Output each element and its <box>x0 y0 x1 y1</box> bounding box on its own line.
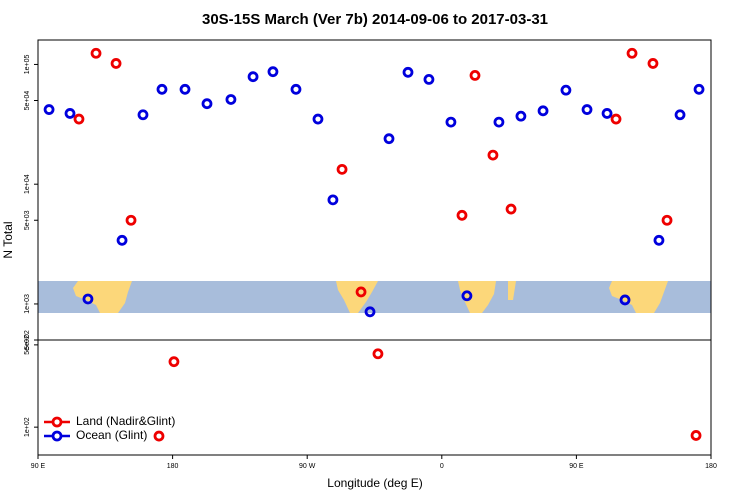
point <box>43 104 55 115</box>
land <box>73 281 132 313</box>
earth-map <box>38 281 711 313</box>
point <box>383 133 395 145</box>
point <box>225 94 237 105</box>
y-tick-label: 1e+04 <box>24 174 31 194</box>
point <box>653 234 665 246</box>
land <box>508 281 516 300</box>
land <box>609 281 668 313</box>
point <box>312 113 324 125</box>
point <box>461 290 473 302</box>
point <box>156 83 168 95</box>
point <box>137 109 149 121</box>
point <box>125 214 137 226</box>
point <box>168 356 180 368</box>
point <box>290 83 302 95</box>
point <box>674 109 686 121</box>
x-tick-label: 90 W <box>299 463 316 470</box>
point <box>693 83 705 95</box>
y-tick-label: 5e+04 <box>24 91 31 111</box>
point <box>247 71 259 83</box>
point <box>619 294 631 306</box>
point <box>327 194 339 206</box>
y-tick-label: 5e+02 <box>24 330 31 350</box>
point <box>445 116 457 128</box>
y-tick-label: 1e+05 <box>24 55 31 75</box>
point <box>610 113 622 125</box>
legend-label: Land (Nadir&Glint) <box>76 414 175 428</box>
point <box>267 66 279 78</box>
point <box>153 430 165 442</box>
legend-label: Ocean (Glint) <box>76 428 147 442</box>
point <box>537 105 549 117</box>
point <box>110 58 122 69</box>
y-tick-label: 5e+03 <box>24 210 31 230</box>
point <box>515 110 527 122</box>
point <box>336 163 348 175</box>
x-tick-label: 180 <box>167 463 179 470</box>
y-tick-label: 1e+03 <box>24 294 31 314</box>
land <box>458 281 496 313</box>
point <box>201 98 213 110</box>
point <box>64 108 76 119</box>
point <box>355 286 367 298</box>
point <box>469 70 481 81</box>
legend-marker <box>51 430 63 442</box>
point <box>456 209 468 221</box>
point <box>690 430 702 441</box>
x-tick-label: 0 <box>440 463 444 470</box>
point <box>402 66 414 78</box>
point <box>82 293 94 305</box>
point <box>581 104 593 115</box>
point <box>661 214 673 226</box>
point <box>647 58 659 69</box>
x-tick-label: 90 E <box>31 463 46 470</box>
point <box>372 348 384 360</box>
y-tick-label: 5e+02 <box>24 335 31 355</box>
point <box>116 234 128 246</box>
y-tick-label: 1e+02 <box>24 417 31 437</box>
point <box>73 113 85 125</box>
point <box>179 83 191 95</box>
point <box>90 47 102 59</box>
y-axis-label: N Total <box>1 221 15 258</box>
x-tick-label: 90 E <box>569 463 584 470</box>
point <box>493 116 505 128</box>
x-tick-label: 180 <box>705 463 717 470</box>
legend-marker <box>51 416 63 428</box>
plot-frame <box>37 39 712 456</box>
point <box>487 149 499 161</box>
point <box>423 74 435 85</box>
point <box>601 108 613 119</box>
point <box>505 203 517 215</box>
point <box>560 84 572 96</box>
land <box>336 281 378 313</box>
point <box>626 47 638 59</box>
point <box>364 306 376 318</box>
chart-title: 30S-15S March (Ver 7b) 2014-09-06 to 201… <box>202 11 548 28</box>
x-axis-label: Longitude (deg E) <box>327 476 422 490</box>
